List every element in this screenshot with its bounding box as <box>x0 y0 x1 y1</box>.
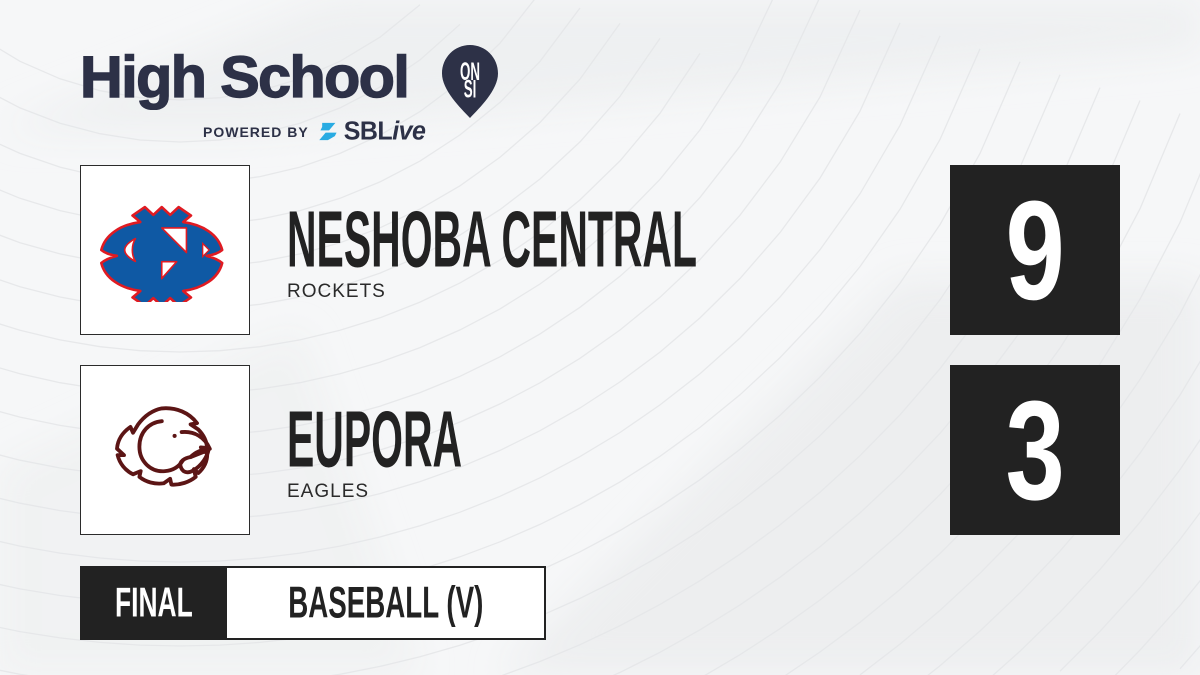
svg-text:SI: SI <box>464 76 477 103</box>
